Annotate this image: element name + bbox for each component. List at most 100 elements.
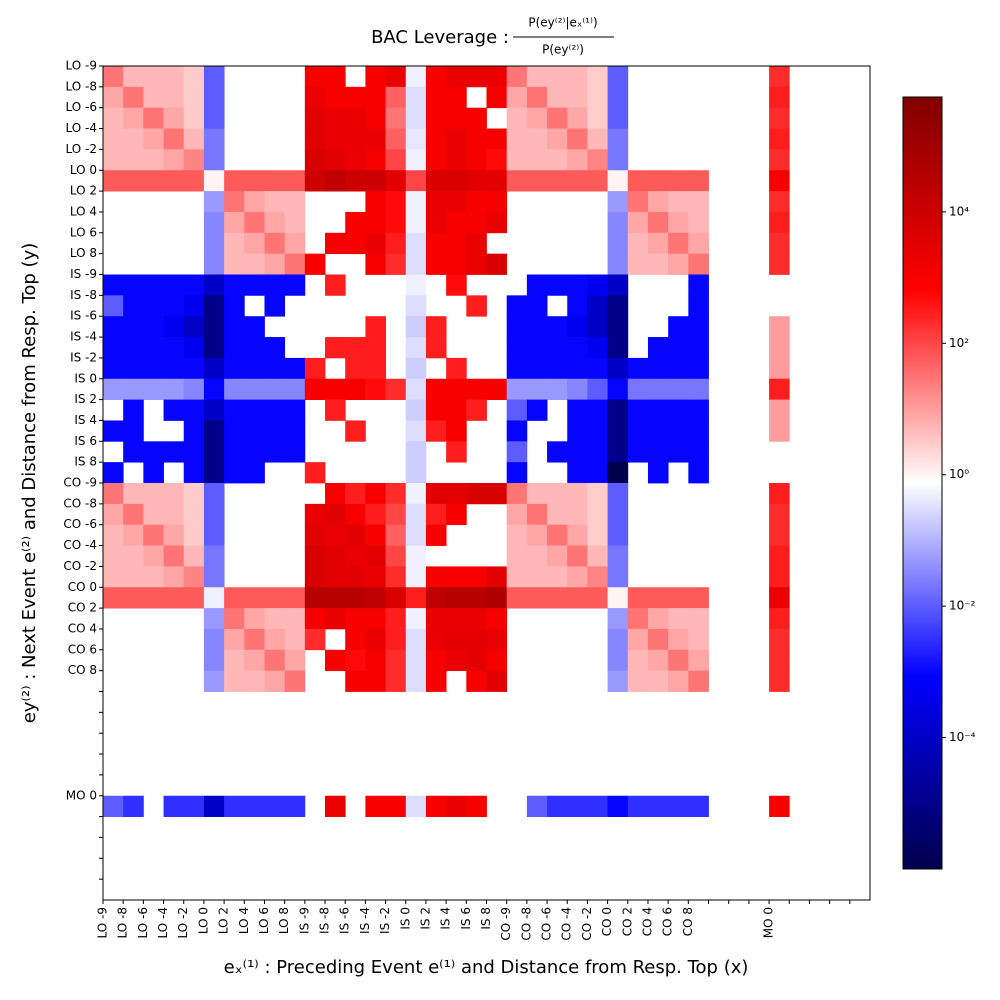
heatmap-cell: [688, 420, 709, 442]
heatmap-cell: [688, 253, 709, 275]
heatmap-cell: [345, 628, 366, 651]
heatmap-cell: [224, 628, 245, 651]
heatmap-cell: [607, 128, 629, 150]
heatmap-cell: [567, 170, 588, 192]
title-denominator: P(ey⁽²⁾): [542, 43, 584, 57]
heatmap-cell: [567, 357, 588, 380]
heatmap-cell: [446, 566, 467, 588]
y-tick-label: CO -8: [63, 496, 97, 510]
heatmap-cell: [769, 420, 790, 442]
heatmap-cell: [345, 420, 366, 442]
heatmap-cell: [264, 649, 286, 672]
x-tick-label: CO -8: [519, 907, 533, 941]
heatmap-cell: [224, 316, 245, 338]
heatmap-cell: [244, 170, 265, 192]
y-tick-label: CO -6: [63, 517, 97, 531]
heatmap-cell: [688, 274, 709, 296]
heatmap-cell: [486, 587, 508, 609]
heatmap-cell: [506, 566, 528, 588]
heatmap-cell: [526, 295, 548, 317]
x-tick-label: CO 8: [681, 907, 695, 936]
heatmap-cell: [567, 399, 588, 421]
y-tick-label: IS 6: [74, 434, 97, 448]
heatmap-cell: [325, 86, 346, 109]
heatmap-cell: [446, 149, 467, 171]
heatmap-cell: [143, 107, 164, 129]
heatmap-cell: [587, 66, 609, 88]
heatmap-cell: [607, 420, 629, 442]
heatmap-cell: [163, 545, 185, 567]
heatmap-cell: [547, 274, 568, 296]
heatmap-cell: [284, 399, 306, 421]
heatmap-cell: [325, 566, 346, 588]
heatmap-cell: [466, 253, 487, 275]
heatmap-cell: [526, 378, 548, 400]
heatmap-cell: [163, 274, 185, 296]
heatmap-cell: [769, 86, 790, 109]
heatmap-cell: [304, 128, 326, 150]
heatmap-cell: [143, 357, 164, 380]
heatmap-cell: [304, 149, 326, 171]
y-tick-label: IS -8: [70, 288, 97, 302]
heatmap-cell: [526, 795, 548, 817]
heatmap-cell: [385, 795, 407, 817]
heatmap-cell: [506, 170, 528, 192]
heatmap-cell: [143, 441, 164, 463]
heatmap-cell: [466, 608, 487, 630]
heatmap-cell: [203, 483, 225, 505]
heatmap-cell: [486, 66, 508, 88]
heatmap-cell: [365, 170, 386, 192]
heatmap-cell: [385, 608, 407, 630]
heatmap-cell: [405, 149, 427, 171]
heatmap-cell: [123, 441, 144, 463]
heatmap-cell: [405, 295, 427, 317]
heatmap-cell: [547, 170, 568, 192]
heatmap-cell: [203, 191, 225, 213]
heatmap-cell: [224, 295, 245, 317]
heatmap-cell: [466, 170, 487, 192]
heatmap-cell: [325, 337, 346, 359]
heatmap-cell: [123, 378, 144, 400]
heatmap-cell: [183, 337, 205, 359]
heatmap-cell: [365, 608, 386, 630]
heatmap-cell: [405, 670, 427, 692]
heatmap-cell: [284, 649, 306, 672]
heatmap-cell: [466, 649, 487, 672]
heatmap-cell: [526, 170, 548, 192]
heatmap-cell: [526, 149, 548, 171]
heatmap-cell: [143, 295, 164, 317]
heatmap-cell: [264, 232, 286, 255]
heatmap-cell: [345, 670, 366, 692]
heatmap-cell: [607, 337, 629, 359]
heatmap-cell: [203, 107, 225, 129]
heatmap-cell: [163, 378, 185, 400]
heatmap-cell: [506, 587, 528, 609]
heatmap-cell: [325, 399, 346, 421]
heatmap-cell: [466, 587, 487, 609]
heatmap-cell: [627, 795, 649, 817]
heatmap-cell: [668, 587, 689, 609]
heatmap-cell: [547, 795, 568, 817]
heatmap-cell: [425, 420, 447, 442]
heatmap-cell: [284, 587, 306, 609]
heatmap-cell: [163, 295, 185, 317]
heatmap-cell: [143, 566, 164, 588]
heatmap-cell: [304, 503, 326, 526]
heatmap-cell: [244, 628, 265, 651]
heatmap-cell: [647, 357, 669, 380]
heatmap-cell: [304, 378, 326, 400]
heatmap-cell: [244, 274, 265, 296]
heatmap-cell: [304, 608, 326, 630]
heatmap-cell: [486, 253, 508, 275]
heatmap-cell: [506, 316, 528, 338]
heatmap-cell: [567, 337, 588, 359]
heatmap-cell: [446, 232, 467, 255]
heatmap-cell: [405, 253, 427, 275]
heatmap-cell: [385, 670, 407, 692]
heatmap-cell: [183, 274, 205, 296]
heatmap-cell: [224, 649, 245, 672]
heatmap-cell: [425, 86, 447, 109]
heatmap-cell: [587, 357, 609, 380]
heatmap-cell: [647, 649, 669, 672]
heatmap-cell: [647, 191, 669, 213]
